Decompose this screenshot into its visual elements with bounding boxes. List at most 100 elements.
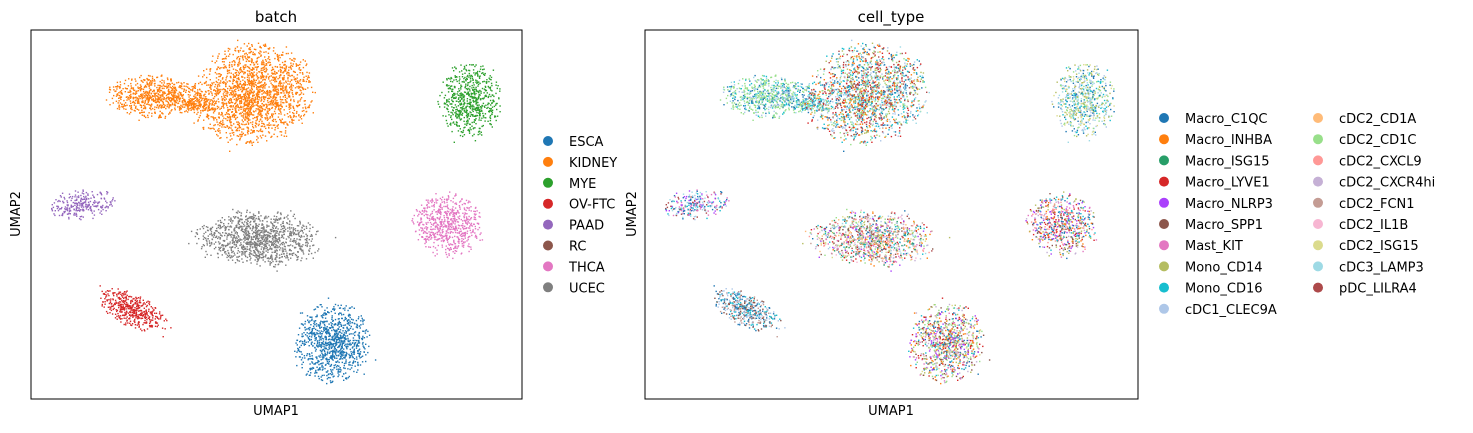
batch-point	[279, 109, 281, 111]
batch-point	[154, 92, 157, 95]
batch-point	[495, 84, 497, 86]
batch-point	[253, 104, 255, 107]
batch-point	[197, 102, 200, 104]
batch-point	[262, 243, 264, 245]
batch-point	[127, 85, 130, 87]
batch-point	[230, 249, 233, 251]
batch-point	[242, 114, 244, 117]
batch-point	[115, 95, 118, 97]
batch-point	[265, 229, 267, 231]
batch-point	[80, 209, 82, 211]
batch-point	[136, 90, 138, 92]
batch-point	[457, 224, 460, 226]
batch-point	[445, 232, 447, 235]
batch-point	[263, 104, 266, 107]
batch-point	[218, 246, 220, 249]
batch-point	[252, 130, 255, 133]
batch-point	[241, 90, 243, 93]
batch-point	[196, 98, 198, 100]
batch-point	[459, 96, 461, 98]
batch-point	[455, 202, 457, 204]
batch-point	[245, 64, 247, 66]
batch-point	[209, 229, 212, 231]
batch-point	[224, 99, 226, 102]
batch-point	[148, 112, 150, 114]
batch-point	[130, 104, 133, 107]
batch-point	[253, 79, 255, 81]
batch-point	[443, 106, 446, 108]
batch-point	[290, 83, 293, 85]
batch-point	[479, 94, 481, 96]
batch-point	[296, 110, 298, 113]
batch-point	[246, 226, 248, 228]
batch-point	[254, 81, 257, 84]
batch-point	[243, 232, 246, 234]
batch-point	[215, 80, 217, 83]
batch-point	[462, 96, 464, 98]
batch-point	[262, 61, 265, 63]
batch-point	[244, 53, 246, 55]
batch-point	[270, 75, 272, 77]
batch-point	[276, 219, 279, 221]
batch-point	[273, 110, 276, 113]
batch-point	[451, 103, 453, 105]
batch-point	[219, 247, 221, 249]
batch-point	[178, 98, 180, 100]
batch-point	[113, 94, 115, 97]
batch-point	[86, 198, 88, 201]
batch-point	[277, 211, 279, 213]
batch-point	[258, 86, 260, 89]
batch-point	[260, 215, 262, 217]
batch-point	[469, 111, 471, 113]
batch-point	[246, 97, 249, 99]
batch-point	[166, 86, 168, 88]
batch-point	[121, 103, 123, 106]
batch-point	[463, 80, 465, 83]
batch-point	[461, 95, 463, 97]
batch-point	[271, 258, 274, 260]
batch-point	[240, 123, 243, 125]
batch-point	[259, 229, 261, 232]
batch-point	[161, 87, 164, 90]
batch-point	[250, 253, 252, 255]
batch-point	[95, 201, 97, 203]
batch-point	[250, 132, 252, 134]
batch-point	[222, 226, 224, 228]
batch-point	[307, 222, 310, 224]
batch-point	[446, 79, 448, 81]
batch-point	[254, 259, 256, 261]
batch-point	[260, 100, 262, 102]
batch-point	[293, 252, 295, 254]
batch-point	[196, 233, 199, 235]
batch-point	[291, 240, 293, 242]
batch-point	[269, 235, 271, 238]
batch-point	[234, 126, 237, 128]
batch-point	[224, 252, 226, 254]
batch-point	[268, 244, 270, 246]
batch-point	[176, 82, 178, 84]
batch-point	[242, 246, 244, 248]
batch-point	[250, 87, 253, 89]
batch-point	[171, 94, 173, 97]
batch-point	[280, 111, 282, 113]
batch-point	[220, 246, 222, 248]
batch-point	[235, 239, 237, 241]
batch-point	[231, 251, 233, 254]
batch-point	[464, 86, 467, 88]
batch-point	[477, 70, 479, 73]
batch-point	[112, 197, 114, 199]
batch-point	[218, 89, 220, 91]
batch-point	[75, 202, 77, 205]
batch-point	[145, 97, 147, 99]
batch-point	[305, 225, 308, 228]
batch-point	[478, 90, 480, 92]
batch-point	[256, 67, 258, 69]
batch-point	[232, 255, 234, 257]
batch-point	[212, 103, 214, 106]
batch-point	[170, 104, 172, 106]
batch-point	[285, 241, 287, 243]
batch-point	[180, 108, 182, 110]
batch-point	[258, 52, 260, 54]
batch-point	[230, 72, 232, 74]
batch-point	[274, 86, 276, 88]
